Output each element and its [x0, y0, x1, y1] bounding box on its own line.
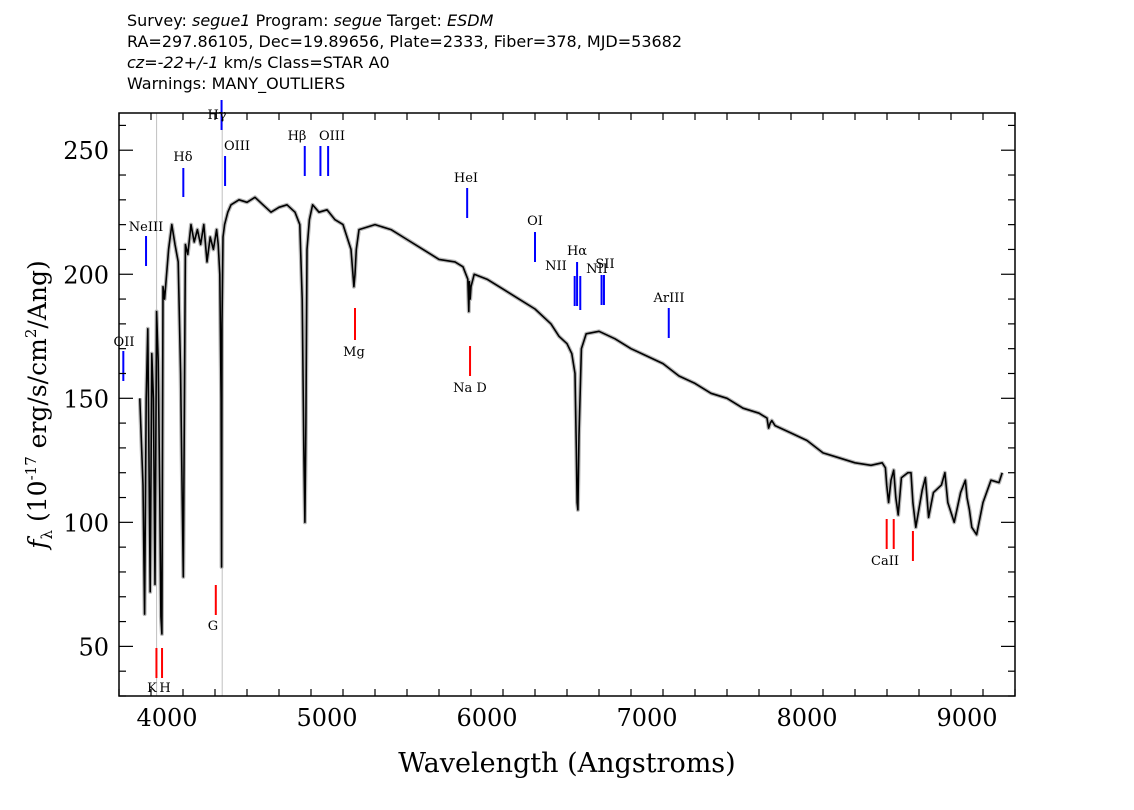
emission-label-8: HeI [454, 171, 478, 186]
y-tick-label-100: 100 [63, 509, 109, 537]
survey-label: Survey: [127, 11, 187, 30]
y-tick-label-250: 250 [63, 137, 109, 165]
y-axis-label-part-3: -17 [22, 456, 40, 480]
spectrum-group [137, 195, 1005, 636]
y-axis-label: fλ (10-17 erg/s/cm2/Ang) [22, 260, 56, 550]
header-line-redshift: cz=-22+/-1 km/s Class=STAR A0 [127, 52, 887, 73]
absorption-label-2: G [208, 619, 218, 634]
y-axis-label-part-6: /Ang) [23, 260, 52, 328]
emission-label-11: Hα [567, 244, 587, 259]
emission-label-6: OIII [308, 0, 334, 4]
emission-label-0: OII [114, 335, 135, 350]
y-axis-label-part-5: 2 [22, 329, 40, 339]
cz-label: cz= [127, 53, 158, 72]
y-axis-label-part-0: f [23, 536, 52, 551]
absorption-label-0: K [147, 681, 157, 696]
x-tick-label-5000: 5000 [296, 704, 357, 732]
emission-label-13: NII [586, 262, 608, 277]
x-tick-label-8000: 8000 [776, 704, 837, 732]
x-tick-label-4000: 4000 [136, 704, 197, 732]
cz-value: -22+/-1 [157, 53, 219, 72]
spectrum-line [139, 196, 1003, 635]
x-tick-label-9000: 9000 [936, 704, 997, 732]
emission-label-15: ArIII [652, 291, 684, 306]
y-axis-label-part-4: erg/s/cm [23, 338, 52, 456]
target-label: Target: [387, 11, 442, 30]
spectrum-header: Survey: segue1 Program: segue Target: ES… [127, 10, 887, 94]
header-line-warnings: Warnings: MANY_OUTLIERS [127, 74, 346, 93]
emission-label-4: OIII [224, 139, 250, 154]
program-value: segue [333, 11, 382, 30]
program-label: Program: [255, 11, 329, 30]
emission-label-5: Hβ [288, 129, 307, 144]
header-line-survey: Survey: segue1 Program: segue Target: ES… [127, 10, 887, 31]
x-tick-label-6000: 6000 [456, 704, 517, 732]
emission-label-9: OI [527, 214, 543, 229]
header-line-coordinates: RA=297.86105, Dec=19.89656, Plate=2333, … [127, 32, 683, 51]
x-axis-label: Wavelength (Angstroms) [398, 748, 735, 779]
emission-label-1: NeIII [129, 220, 163, 235]
class-text: km/s Class=STAR A0 [218, 53, 390, 72]
absorption-label-1: H [159, 681, 170, 696]
absorption-label-4: Na D [453, 381, 487, 396]
x-tick-label-7000: 7000 [616, 704, 677, 732]
absorption-label-3: Mg [343, 345, 365, 360]
y-tick-label-200: 200 [63, 261, 109, 289]
y-axis-label-part-1: λ [38, 529, 56, 539]
emission-label-3: Hγ [207, 108, 226, 123]
emission-label-2: Hδ [173, 150, 192, 165]
absorption-label-5: CaII [871, 554, 899, 569]
emission-label-7: OIII [319, 129, 345, 144]
y-tick-label-150: 150 [63, 385, 109, 413]
y-axis-label-part-2: (10 [23, 480, 52, 530]
emission-label-10: NII [545, 259, 567, 274]
survey-value: segue1 [191, 11, 251, 30]
target-value: ESDM [446, 11, 494, 30]
emission-label-14: SII [595, 257, 614, 272]
y-tick-label-50: 50 [78, 633, 109, 661]
